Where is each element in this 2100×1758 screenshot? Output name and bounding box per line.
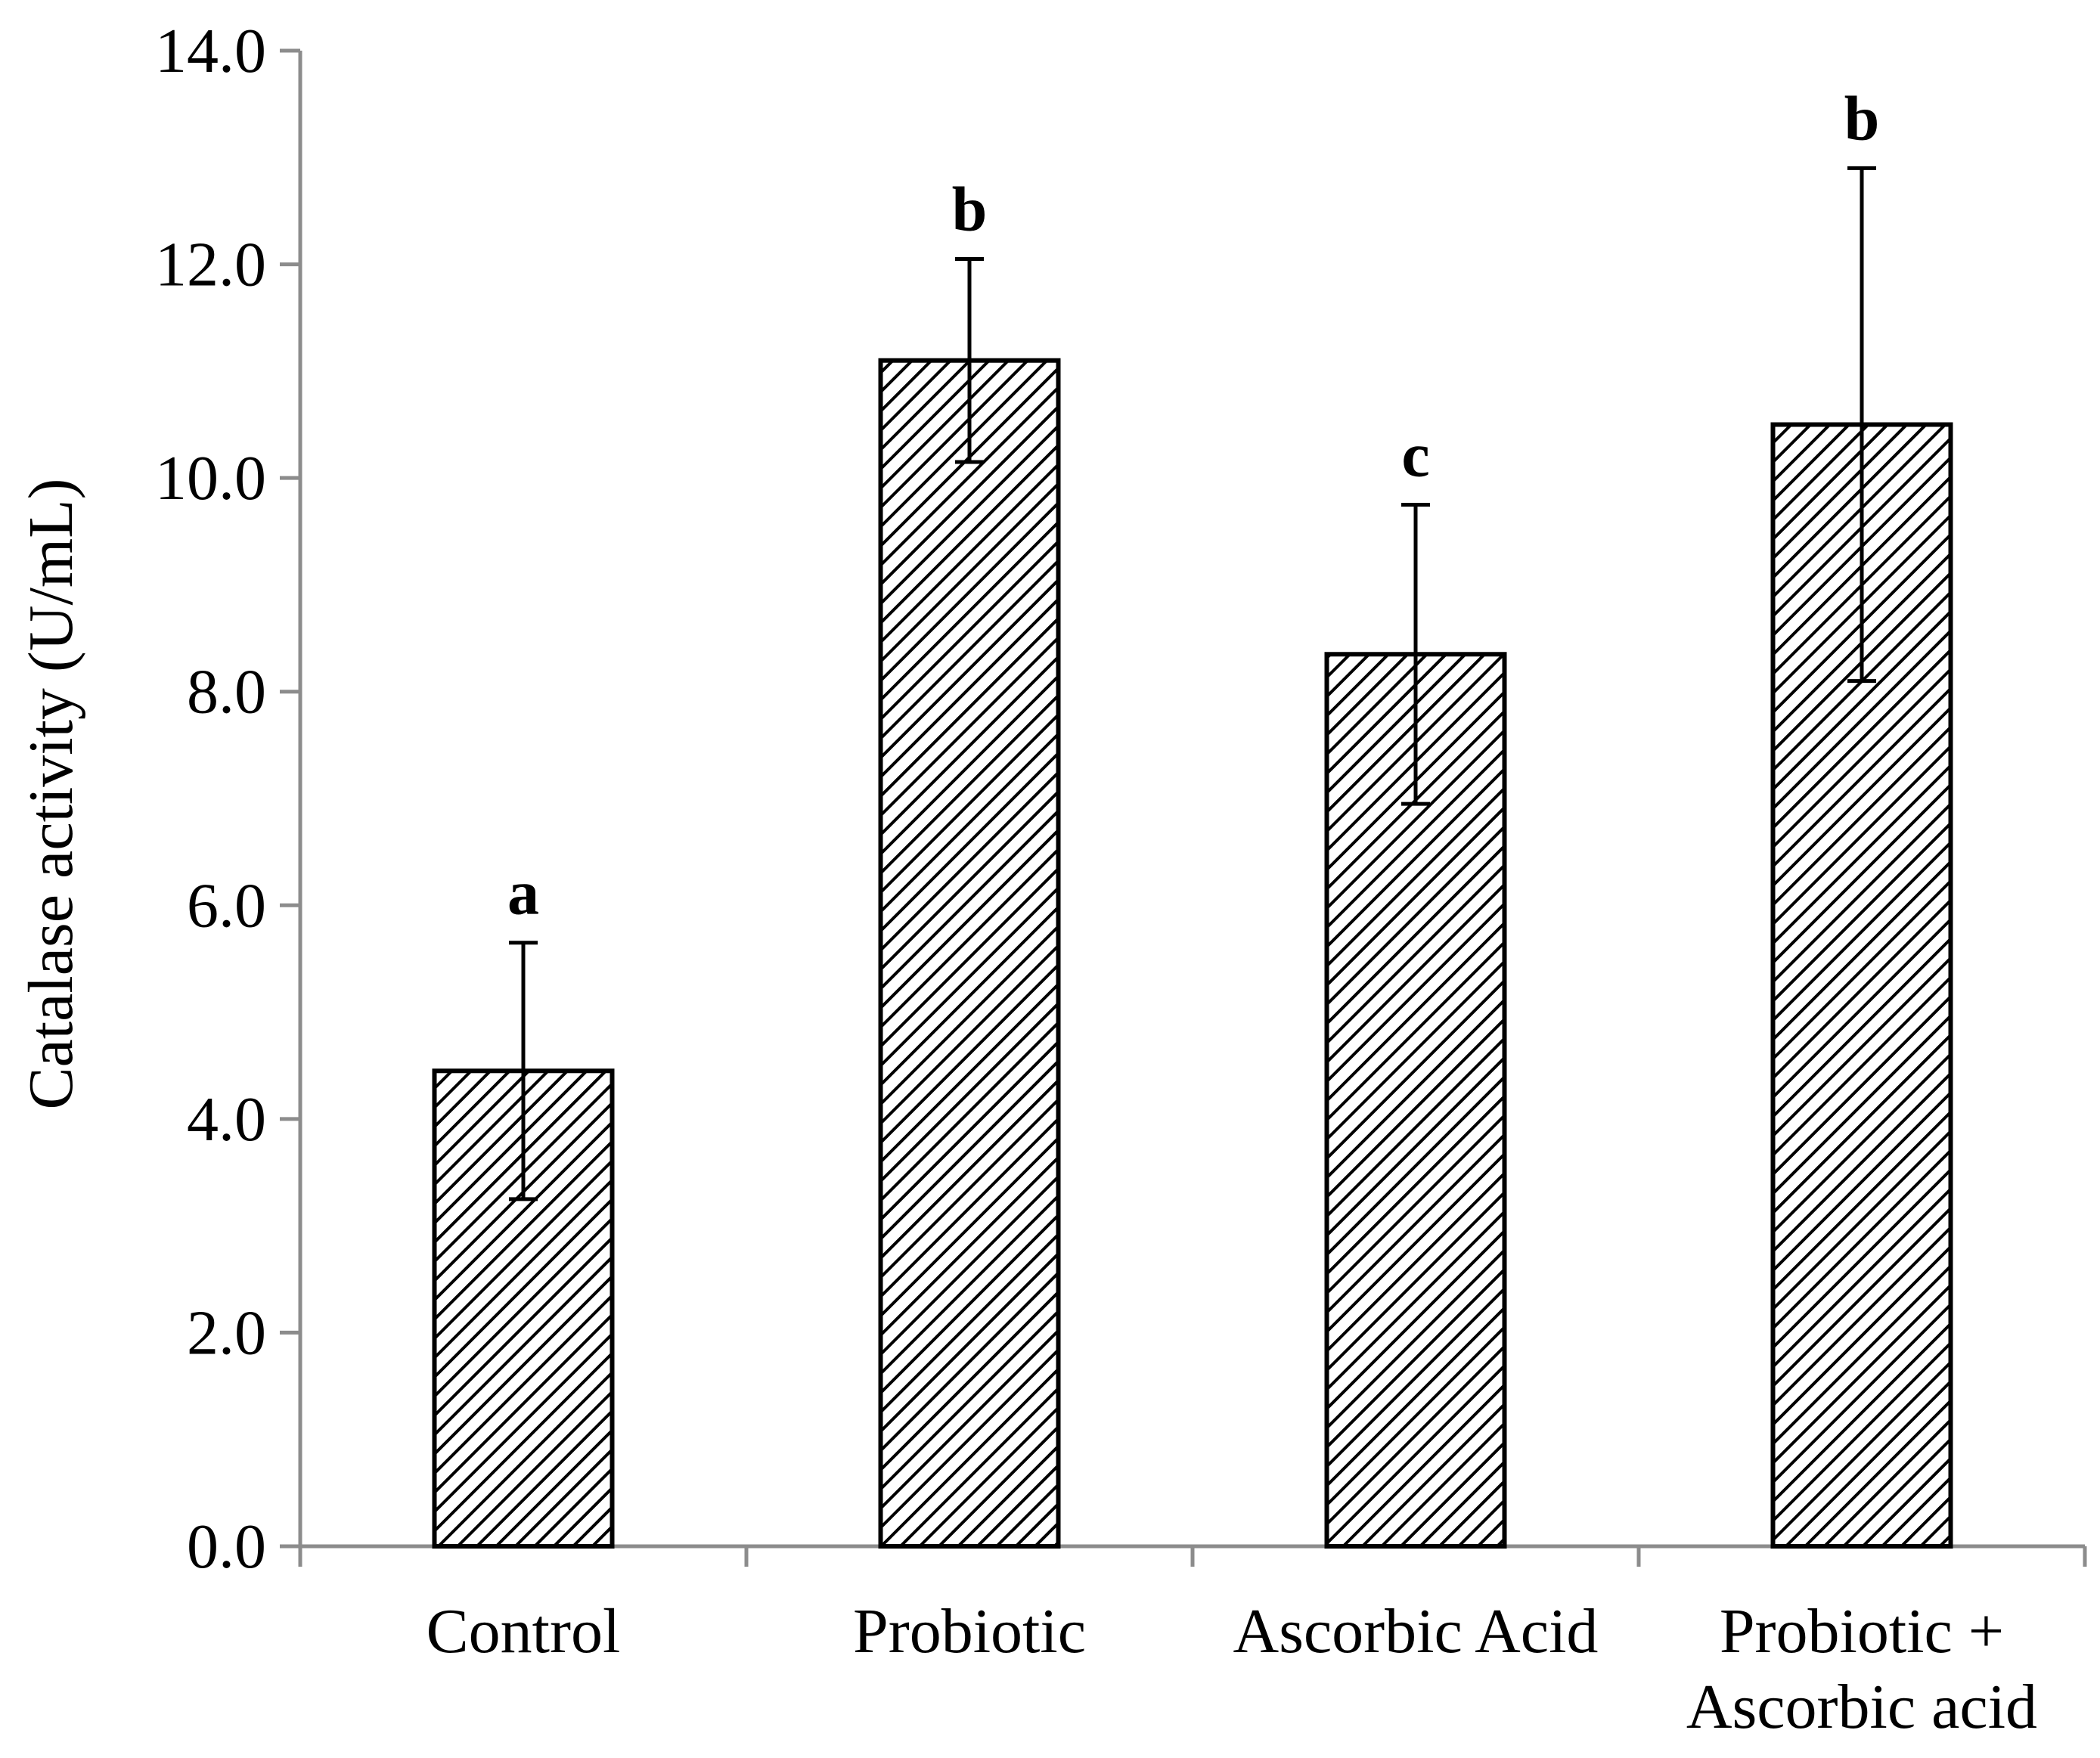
x-category-label-line: Probiotic (853, 1596, 1086, 1667)
x-category-label-line: Probiotic + (1720, 1596, 2004, 1667)
significance-letter: c (1401, 420, 1429, 490)
x-category-label: Control (427, 1596, 621, 1667)
y-tick-label: 2.0 (187, 1298, 266, 1368)
significance-letter: a (507, 858, 539, 929)
x-category-label-line: Ascorbic Acid (1233, 1596, 1599, 1667)
significance-letters: a b c b (507, 83, 1879, 928)
y-tick-label: 14.0 (155, 16, 266, 86)
bar (878, 358, 1061, 1549)
significance-letter: b (952, 175, 988, 245)
error-bars (509, 166, 1876, 1201)
y-tick-label: 6.0 (187, 870, 266, 941)
x-category-label-line: Control (427, 1596, 621, 1667)
y-tick-label: 8.0 (187, 657, 266, 727)
x-category-label: Probiotic (853, 1596, 1086, 1667)
y-tick-label: 4.0 (187, 1084, 266, 1155)
y-axis: 0.0 2.0 4.0 6.0 8.0 10.0 12.0 14.0 (155, 16, 302, 1582)
x-axis: Control Probiotic Ascorbic Acid Probiotic +… (298, 1544, 2087, 1742)
y-tick-label: 0.0 (187, 1512, 266, 1582)
y-axis-title: Catalase activity (U/mL) (16, 478, 86, 1109)
x-category-label: Ascorbic Acid (1233, 1596, 1599, 1667)
significance-letter: b (1844, 83, 1880, 153)
bars (432, 358, 1953, 1549)
x-category-label-line: Ascorbic acid (1686, 1672, 2037, 1742)
y-tick-label: 10.0 (155, 443, 266, 513)
y-tick-label: 12.0 (155, 230, 266, 300)
x-category-label: Probiotic + Ascorbic acid (1686, 1596, 2037, 1742)
